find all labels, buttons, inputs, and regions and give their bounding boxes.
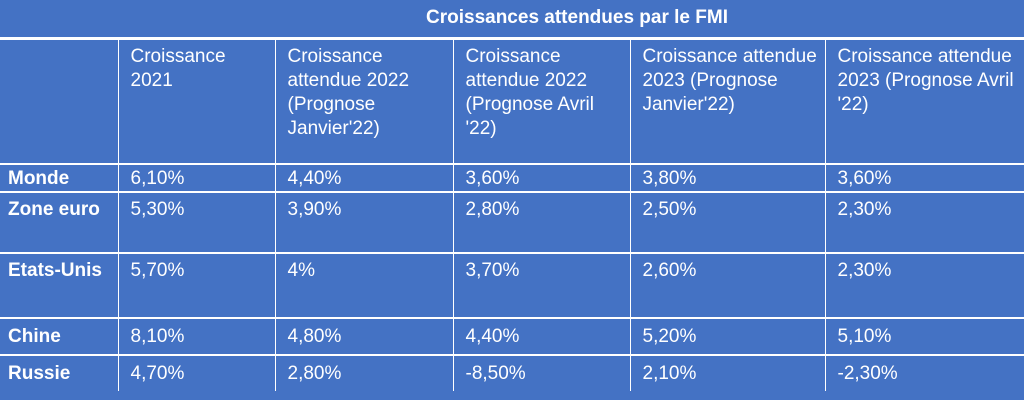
table-header-row: Croissance 2021 Croissance attendue 2022… (0, 40, 1024, 164)
title-divider (0, 37, 1024, 40)
header-cell-2023-jan: Croissance attendue 2023 (Prognose Janvi… (629, 40, 825, 164)
row-label-zone-euro: Zone euro (0, 191, 118, 253)
table-cell: -2,30% (824, 354, 1024, 391)
table-cell: 3,60% (824, 163, 1024, 192)
table-cell: 8,10% (117, 317, 275, 355)
table-cell: 4,70% (117, 354, 275, 391)
table-row: Chine 8,10% 4,80% 4,40% 5,20% 5,10% (0, 317, 1024, 355)
growth-table: Croissance 2021 Croissance attendue 2022… (0, 40, 1024, 391)
row-label-russie: Russie (0, 354, 118, 391)
row-label-chine: Chine (0, 317, 118, 355)
table-cell: 2,80% (274, 354, 453, 391)
table-title: Croissances attendues par le FMI (426, 7, 728, 28)
table-cell: 4,80% (274, 317, 453, 355)
table-cell: 2,80% (452, 191, 630, 253)
table-cell: 4% (274, 252, 453, 318)
header-cell-growth-2021: Croissance 2021 (117, 40, 275, 164)
table-cell: 4,40% (274, 163, 453, 192)
table-cell: -8,50% (452, 354, 630, 391)
header-cell-2022-jan: Croissance attendue 2022 (Prognose Janvi… (274, 40, 453, 164)
row-label-monde: Monde (0, 163, 118, 192)
table-cell: 4,40% (452, 317, 630, 355)
header-cell-2023-apr: Croissance attendue 2023 (Prognose Avril… (824, 40, 1024, 164)
table-row: Russie 4,70% 2,80% -8,50% 2,10% -2,30% (0, 354, 1024, 391)
table-cell: 5,70% (117, 252, 275, 318)
table-cell: 6,10% (117, 163, 275, 192)
table-cell: 3,70% (452, 252, 630, 318)
table-cell: 2,10% (629, 354, 825, 391)
row-label-etats-unis: Etats-Unis (0, 252, 118, 318)
table-cell: 3,60% (452, 163, 630, 192)
header-cell-empty (0, 40, 118, 164)
table-cell: 5,30% (117, 191, 275, 253)
table-row: Zone euro 5,30% 3,90% 2,80% 2,50% 2,30% (0, 191, 1024, 253)
table-cell: 3,90% (274, 191, 453, 253)
table-cell: 5,20% (629, 317, 825, 355)
header-cell-2022-apr: Croissance attendue 2022 (Prognose Avril… (452, 40, 630, 164)
table-cell: 2,50% (629, 191, 825, 253)
table-cell: 2,60% (629, 252, 825, 318)
table-cell: 5,10% (824, 317, 1024, 355)
table-cell: 2,30% (824, 191, 1024, 253)
table-row: Monde 6,10% 4,40% 3,60% 3,80% 3,60% (0, 163, 1024, 192)
table-row: Etats-Unis 5,70% 4% 3,70% 2,60% 2,30% (0, 252, 1024, 318)
table-cell: 2,30% (824, 252, 1024, 318)
table-cell: 3,80% (629, 163, 825, 192)
